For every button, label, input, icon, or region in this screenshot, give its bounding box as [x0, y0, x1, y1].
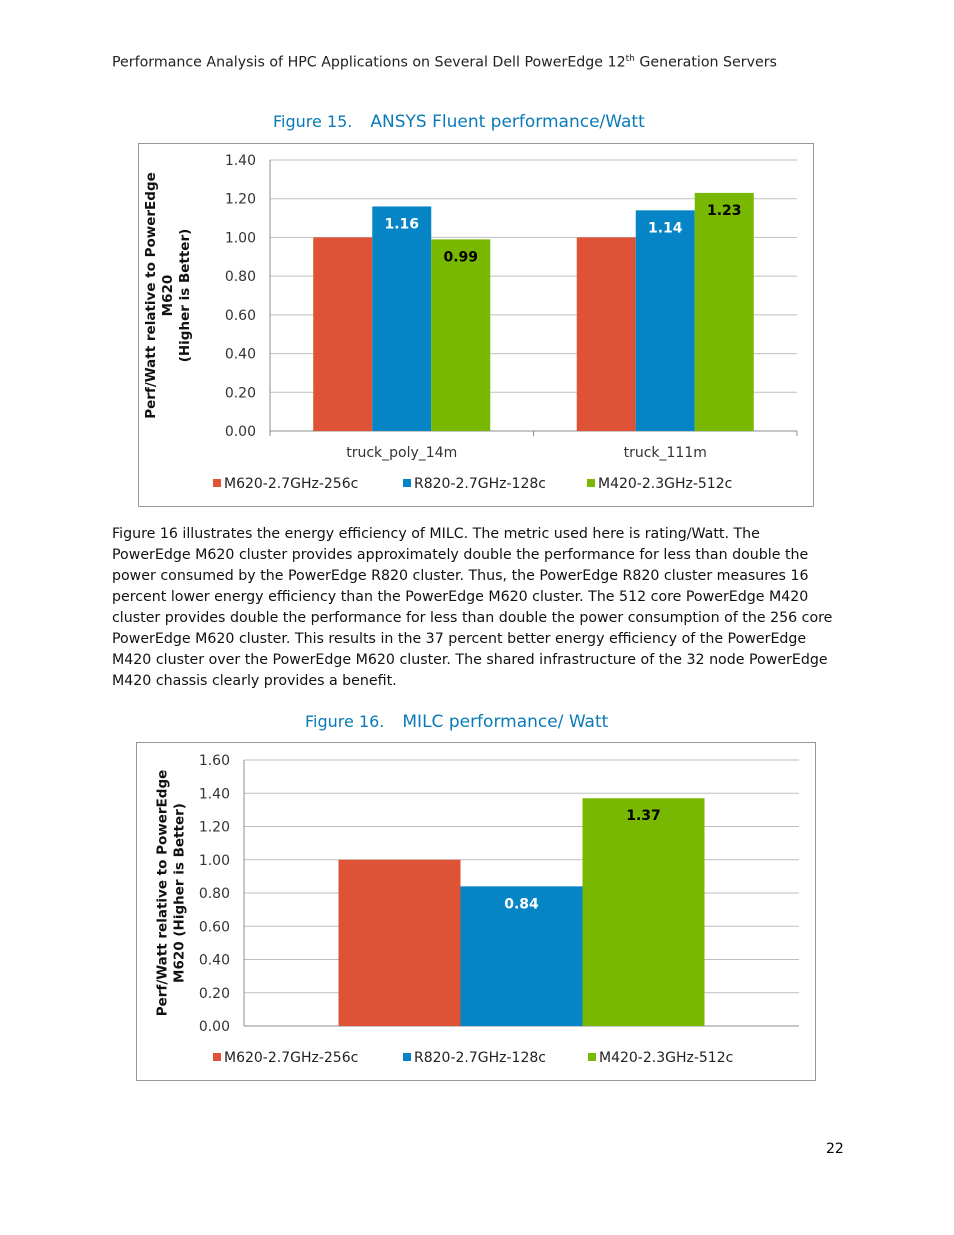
figure-15-caption: Figure 15. ANSYS Fluent performance/Watt — [273, 112, 645, 132]
bar-r820-2.7ghz-128c — [635, 210, 695, 431]
bar-m620-2.7ghz-256c — [313, 237, 373, 431]
y-axis-title-line: (Higher is Better) — [177, 229, 193, 363]
y-tick-label: 1.00 — [225, 230, 256, 246]
legend-swatch — [213, 479, 221, 487]
bar-m620-2.7ghz-256c — [576, 237, 636, 431]
figure-16-number: Figure 16. — [305, 712, 385, 731]
data-label: 0.84 — [504, 896, 539, 912]
header-title-superscript: th — [625, 54, 635, 64]
y-tick-label: 1.60 — [199, 753, 230, 769]
y-axis-title-line: Perf/Watt relative to PowerEdge — [155, 770, 171, 1017]
data-label: 1.14 — [648, 220, 683, 236]
y-tick-label: 0.20 — [225, 385, 256, 401]
bar-m420-2.3ghz-512c — [431, 239, 491, 431]
body-paragraph: Figure 16 illustrates the energy efficie… — [112, 526, 833, 689]
y-tick-label: 0.80 — [225, 269, 256, 285]
bar-r820-2.7ghz-128c — [460, 886, 583, 1026]
legend-entry: M420-2.3GHz-512c — [599, 1050, 733, 1066]
page-number: 22 — [826, 1141, 844, 1157]
header-title-main: Performance Analysis of HPC Applications… — [112, 54, 626, 71]
figure-15-number: Figure 15. — [273, 112, 353, 131]
figure-16-title: MILC performance/ Watt — [402, 712, 609, 732]
figure-15-chart: 0.00 0.20 0.40 0.60 0.80 1.00 1.20 1.40 1.16 0.99… — [138, 143, 814, 507]
data-label: 1.37 — [626, 808, 661, 824]
y-tick-label: 0.80 — [199, 886, 230, 902]
y-axis-title-line: M620 (Higher is Better) — [172, 803, 188, 983]
figure-15-chart-svg: 0.00 0.20 0.40 0.60 0.80 1.00 1.20 1.40 1.16 0.99… — [143, 153, 798, 492]
figure-16-chart: 0.00 0.20 0.40 0.60 0.80 1.00 1.20 1.40 1.60 0.84… — [136, 742, 816, 1081]
x-category-label: truck_111m — [624, 445, 707, 461]
legend-entry: M620-2.7GHz-256c — [224, 476, 358, 492]
y-tick-label: 0.00 — [199, 1019, 230, 1035]
y-tick-label: 0.40 — [225, 347, 256, 363]
figure-15-title: ANSYS Fluent performance/Watt — [370, 112, 645, 132]
y-axis-title-line: M620 — [160, 275, 176, 317]
y-tick-label: 1.40 — [199, 786, 230, 802]
legend-entry: R820-2.7GHz-128c — [414, 476, 546, 492]
legend-swatch — [587, 479, 595, 487]
legend-entry: M620-2.7GHz-256c — [224, 1050, 358, 1066]
legend-entry: M420-2.3GHz-512c — [598, 476, 732, 492]
data-label: 1.23 — [707, 203, 742, 219]
y-tick-label: 1.40 — [225, 153, 256, 169]
figure-16-caption: Figure 16. MILC performance/ Watt — [305, 712, 608, 732]
figure-16-chart-svg: 0.00 0.20 0.40 0.60 0.80 1.00 1.20 1.40 1.60 0.84… — [155, 753, 799, 1066]
bar-m420-2.3ghz-512c — [582, 798, 705, 1026]
legend-swatch — [403, 479, 411, 487]
bar-m620-2.7ghz-256c — [338, 859, 461, 1026]
y-axis-title-line: Perf/Watt relative to PowerEdge — [143, 172, 159, 419]
legend-swatch — [213, 1053, 221, 1061]
legend-entry: R820-2.7GHz-128c — [414, 1050, 546, 1066]
y-tick-label: 1.20 — [225, 192, 256, 208]
legend-swatch — [588, 1053, 596, 1061]
y-tick-label: 1.20 — [199, 820, 230, 836]
y-tick-label: 0.60 — [199, 919, 230, 935]
y-tick-label: 0.40 — [199, 953, 230, 969]
y-tick-label: 0.00 — [225, 424, 256, 440]
data-label: 1.16 — [384, 216, 419, 232]
running-header: Performance Analysis of HPC Applications… — [112, 54, 777, 71]
legend-swatch — [403, 1053, 411, 1061]
x-category-label: truck_poly_14m — [346, 445, 457, 461]
data-label: 0.99 — [443, 249, 478, 265]
bar-r820-2.7ghz-128c — [372, 206, 432, 431]
y-tick-label: 0.20 — [199, 986, 230, 1002]
y-tick-label: 0.60 — [225, 308, 256, 324]
y-tick-label: 1.00 — [199, 853, 230, 869]
header-title-end: Generation Servers — [634, 54, 777, 71]
bar-m420-2.3ghz-512c — [694, 192, 754, 431]
